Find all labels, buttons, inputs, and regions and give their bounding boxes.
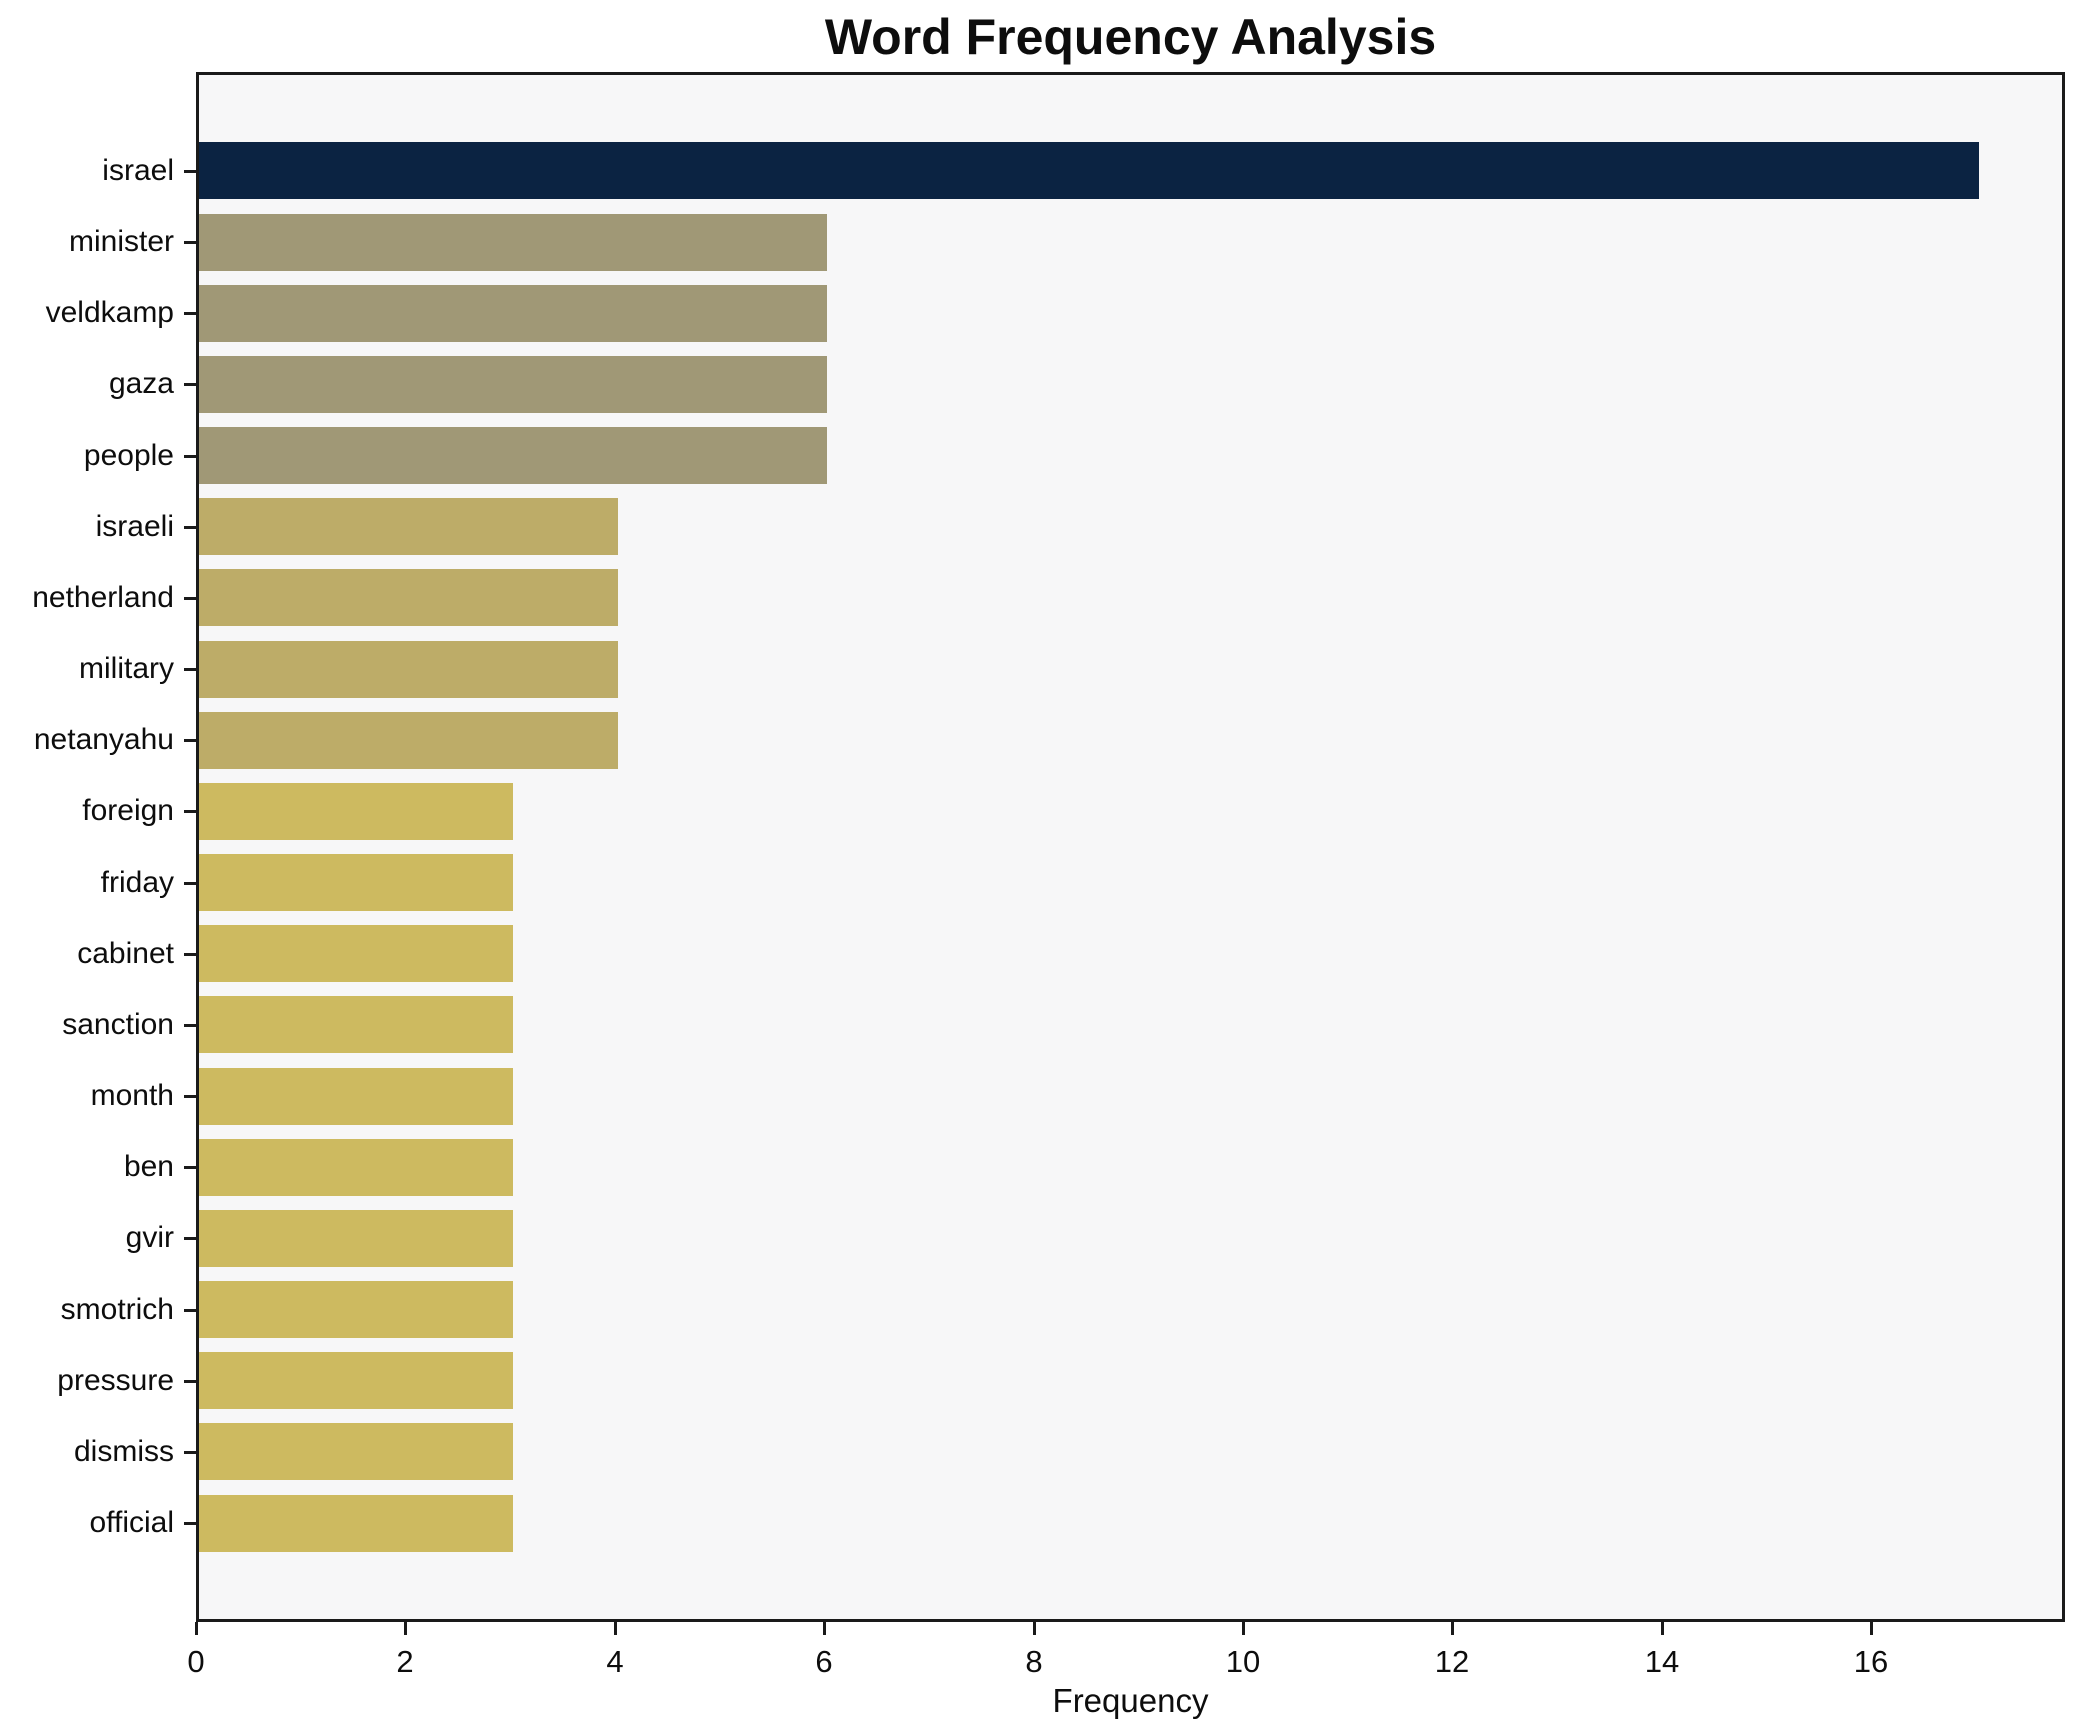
y-tick-mark <box>184 739 196 742</box>
x-tick-label-14: 14 <box>1644 1644 1680 1679</box>
chart-title: Word Frequency Analysis <box>824 9 1437 65</box>
y-tick-mark <box>184 241 196 244</box>
bar-gaza <box>199 356 827 413</box>
y-tick-label-sanction: sanction <box>62 1008 174 1041</box>
y-tick-label-netherland: netherland <box>32 581 174 614</box>
bar-cabinet <box>199 925 513 982</box>
bar-military <box>199 641 618 698</box>
x-tick-label-4: 4 <box>606 1644 624 1679</box>
bar-sanction <box>199 996 513 1053</box>
x-tick-label-8: 8 <box>1025 1644 1043 1679</box>
y-tick-label-veldkamp: veldkamp <box>45 296 174 329</box>
y-tick-label-friday: friday <box>100 866 174 899</box>
y-tick-mark <box>184 455 196 458</box>
x-tick-mark <box>1870 1622 1873 1635</box>
y-tick-mark <box>184 668 196 671</box>
y-tick-mark <box>184 312 196 315</box>
y-tick-mark <box>184 953 196 956</box>
y-tick-label-official: official <box>89 1506 175 1539</box>
y-tick-label-smotrich: smotrich <box>60 1293 174 1326</box>
x-tick-mark <box>823 1622 826 1635</box>
x-tick-mark <box>404 1622 407 1635</box>
y-tick-mark <box>184 1380 196 1383</box>
bar-official <box>199 1495 513 1552</box>
bar-israeli <box>199 498 618 555</box>
y-tick-mark <box>184 383 196 386</box>
y-tick-label-minister: minister <box>68 225 174 258</box>
y-tick-label-foreign: foreign <box>82 794 174 827</box>
y-tick-mark <box>184 1522 196 1525</box>
bar-israel <box>199 142 1979 199</box>
x-tick-label-2: 2 <box>396 1644 414 1679</box>
y-tick-mark <box>184 1309 196 1312</box>
y-tick-mark <box>184 526 196 529</box>
y-tick-label-israel: israel <box>102 154 174 187</box>
y-tick-label-pressure: pressure <box>57 1364 174 1397</box>
x-tick-mark <box>614 1622 617 1635</box>
bar-friday <box>199 854 513 911</box>
bar-netherland <box>199 569 618 626</box>
bar-ben <box>199 1139 513 1196</box>
y-tick-label-gaza: gaza <box>108 367 174 400</box>
y-tick-label-dismiss: dismiss <box>73 1435 174 1468</box>
bar-foreign <box>199 783 513 840</box>
y-tick-label-military: military <box>79 652 174 685</box>
bar-gvir <box>199 1210 513 1267</box>
y-tick-label-israeli: israeli <box>95 510 174 543</box>
x-tick-mark <box>1661 1622 1664 1635</box>
y-tick-mark <box>184 170 196 173</box>
bar-netanyahu <box>199 712 618 769</box>
x-tick-label-10: 10 <box>1225 1644 1261 1679</box>
bar-month <box>199 1068 513 1125</box>
y-tick-mark <box>184 1237 196 1240</box>
bar-dismiss <box>199 1423 513 1480</box>
y-tick-label-ben: ben <box>123 1150 174 1183</box>
y-tick-label-people: people <box>83 439 174 472</box>
y-tick-mark <box>184 810 196 813</box>
y-tick-mark <box>184 1095 196 1098</box>
x-tick-mark <box>1451 1622 1454 1635</box>
x-tick-label-12: 12 <box>1434 1644 1470 1679</box>
x-tick-mark <box>1033 1622 1036 1635</box>
bar-people <box>199 427 827 484</box>
y-tick-label-cabinet: cabinet <box>77 937 174 970</box>
y-tick-label-netanyahu: netanyahu <box>33 723 174 756</box>
x-tick-label-6: 6 <box>815 1644 833 1679</box>
x-tick-label-0: 0 <box>187 1644 205 1679</box>
y-tick-mark <box>184 882 196 885</box>
y-tick-mark <box>184 1024 196 1027</box>
y-tick-mark <box>184 597 196 600</box>
bar-smotrich <box>199 1281 513 1338</box>
x-axis-label: Frequency <box>1052 1682 1209 1719</box>
plot-area <box>196 72 2065 1622</box>
y-tick-label-gvir: gvir <box>125 1221 174 1254</box>
x-tick-mark <box>1242 1622 1245 1635</box>
x-tick-label-16: 16 <box>1853 1644 1889 1679</box>
y-tick-mark <box>184 1166 196 1169</box>
x-tick-mark <box>195 1622 198 1635</box>
bar-pressure <box>199 1352 513 1409</box>
bar-minister <box>199 214 827 271</box>
y-tick-label-month: month <box>90 1079 174 1112</box>
bar-veldkamp <box>199 285 827 342</box>
y-tick-mark <box>184 1451 196 1454</box>
